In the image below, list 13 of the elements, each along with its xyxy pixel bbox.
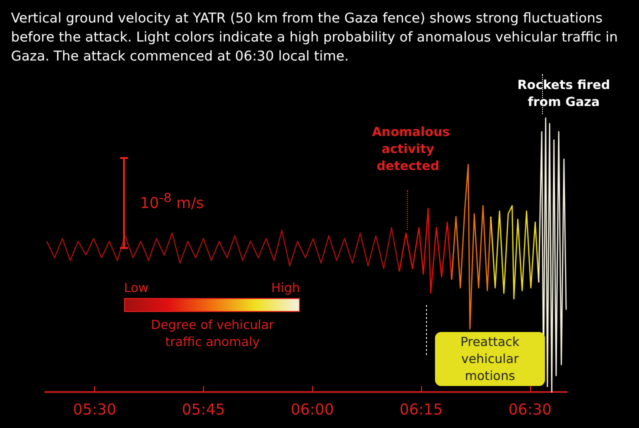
x-tick-label: 06:00 bbox=[290, 400, 334, 418]
annotation: 10$^{-8}$ m/s bbox=[140, 190, 204, 212]
annotation: Low bbox=[124, 280, 149, 295]
x-tick-label: 06:30 bbox=[508, 400, 552, 418]
annotation: Rockets fired from Gaza bbox=[517, 77, 610, 109]
x-tick-label: 06:15 bbox=[400, 400, 443, 418]
annotation: High bbox=[271, 280, 300, 295]
annotation: Preattack vehicular motions bbox=[435, 333, 545, 384]
x-tick-label: 05:30 bbox=[73, 400, 116, 418]
x-tick-label: 05:45 bbox=[182, 400, 226, 418]
color-bar-title: Degree of vehicular traffic anomaly bbox=[150, 316, 276, 350]
chart-title: Vertical ground velocity at YATR (50 km from the Gaza fence) shows strong fluctuations before the attack. Light colors indicate a high probability of anomalous vehicular traffic in Gaza. The attack commenced at 06:30 local time. bbox=[11, 10, 622, 64]
annotation: Anomalous activity detected bbox=[372, 123, 450, 174]
